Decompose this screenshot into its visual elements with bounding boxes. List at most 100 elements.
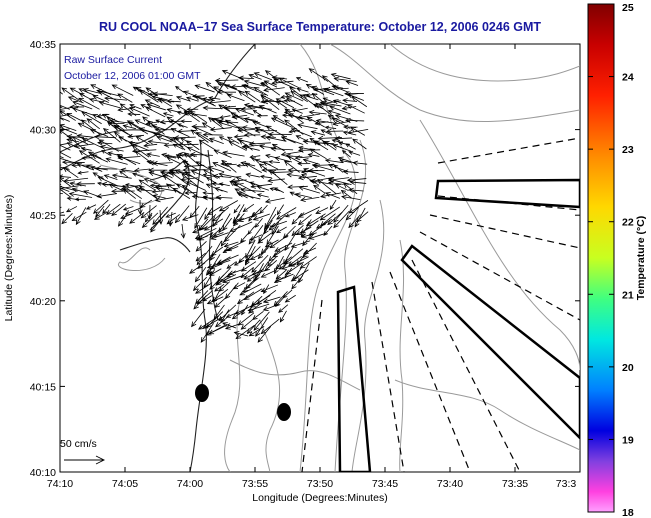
current-vector (224, 224, 241, 242)
current-vector (203, 107, 223, 110)
current-vector (263, 220, 273, 234)
current-vector (259, 105, 277, 114)
current-vector (173, 187, 191, 199)
current-vector (182, 161, 200, 171)
current-vector (247, 274, 257, 282)
current-vector (102, 183, 126, 188)
current-vector (183, 91, 205, 100)
current-vector (263, 296, 281, 303)
current-vector (159, 98, 173, 108)
current-vector (241, 162, 256, 167)
current-vector (244, 118, 261, 124)
current-vector (253, 311, 270, 331)
current-vector (315, 207, 329, 214)
current-vector (298, 206, 321, 218)
current-vector (195, 240, 207, 252)
current-vector (245, 253, 253, 263)
current-vector (263, 161, 279, 170)
current-vector (342, 150, 351, 158)
current-vector (181, 173, 199, 188)
current-vector (171, 128, 190, 138)
current-vector (72, 211, 87, 221)
colorbar-tick-label: 25 (622, 2, 634, 14)
current-vector (320, 206, 341, 221)
current-vector (244, 104, 263, 109)
current-vector (79, 150, 100, 164)
current-vector (253, 213, 270, 221)
current-vector (261, 136, 276, 138)
x-tick-label: 74:05 (112, 478, 138, 490)
current-vector (325, 87, 349, 91)
current-vector (103, 128, 121, 143)
radar-beam-dashed-lines (301, 137, 580, 472)
current-vector (235, 303, 256, 315)
current-vector (189, 262, 206, 274)
current-vector (250, 253, 263, 260)
current-vector (354, 207, 366, 227)
current-vector (244, 80, 262, 87)
current-vector (141, 205, 157, 219)
current-vector (227, 94, 245, 102)
current-vector (93, 199, 109, 214)
current-vector (107, 117, 126, 131)
current-vector (233, 204, 241, 213)
current-vector (291, 269, 309, 282)
current-vector (185, 192, 197, 194)
bathymetry-contours (99, 44, 580, 472)
current-vector (209, 268, 222, 276)
current-vector (196, 161, 214, 172)
current-vector (191, 129, 209, 143)
current-vector (333, 164, 344, 173)
current-vector (152, 96, 168, 101)
current-vector (244, 288, 263, 300)
current-vector (195, 290, 209, 304)
current-vector (285, 212, 296, 217)
current-vector (232, 309, 245, 320)
current-vector (279, 262, 288, 270)
current-vector (293, 267, 302, 281)
current-vector (187, 146, 209, 158)
current-vector (295, 156, 313, 159)
current-vector (153, 93, 173, 96)
current-vector (251, 254, 269, 273)
current-vector (254, 87, 269, 97)
current-vector (233, 217, 245, 224)
current-vector (335, 184, 349, 192)
y-axis-ticks: 40:35 40:30 40:25 40:20 40:15 40:10 (30, 39, 580, 479)
current-vector (347, 178, 367, 181)
current-vector (82, 137, 105, 149)
current-vector (67, 142, 80, 149)
current-vector (274, 157, 293, 163)
current-vector (343, 131, 357, 136)
current-vector (118, 108, 133, 111)
x-axis-ticks: 74:10 74:05 74:00 73:55 73:50 73:45 73:40 73:35… (47, 44, 581, 490)
current-vector (60, 167, 63, 171)
current-vector (226, 311, 238, 318)
current-vector (245, 239, 256, 259)
current-vector (221, 160, 237, 173)
current-vector (283, 225, 296, 239)
current-vector (248, 303, 270, 312)
current-vector (142, 212, 159, 228)
colorbar-tick-label: 22 (622, 217, 634, 229)
current-vector (243, 281, 255, 293)
current-vector (238, 193, 261, 200)
current-vector (195, 227, 217, 239)
current-vector (353, 162, 368, 165)
current-vector (307, 116, 325, 128)
x-tick-label: 73:45 (372, 478, 398, 490)
current-vector (271, 171, 294, 173)
current-vector (90, 129, 109, 137)
current-vector (222, 274, 245, 283)
current-vector (298, 149, 321, 151)
current-vector (134, 186, 145, 191)
surface-current-vectors (60, 68, 369, 343)
current-vector (284, 248, 304, 265)
current-vector (234, 332, 249, 337)
current-vector (219, 136, 231, 143)
current-vector (320, 213, 336, 226)
current-vector (61, 87, 80, 101)
current-vector (125, 206, 143, 215)
current-vector (198, 218, 209, 231)
colorbar-tick-label: 24 (622, 72, 634, 84)
